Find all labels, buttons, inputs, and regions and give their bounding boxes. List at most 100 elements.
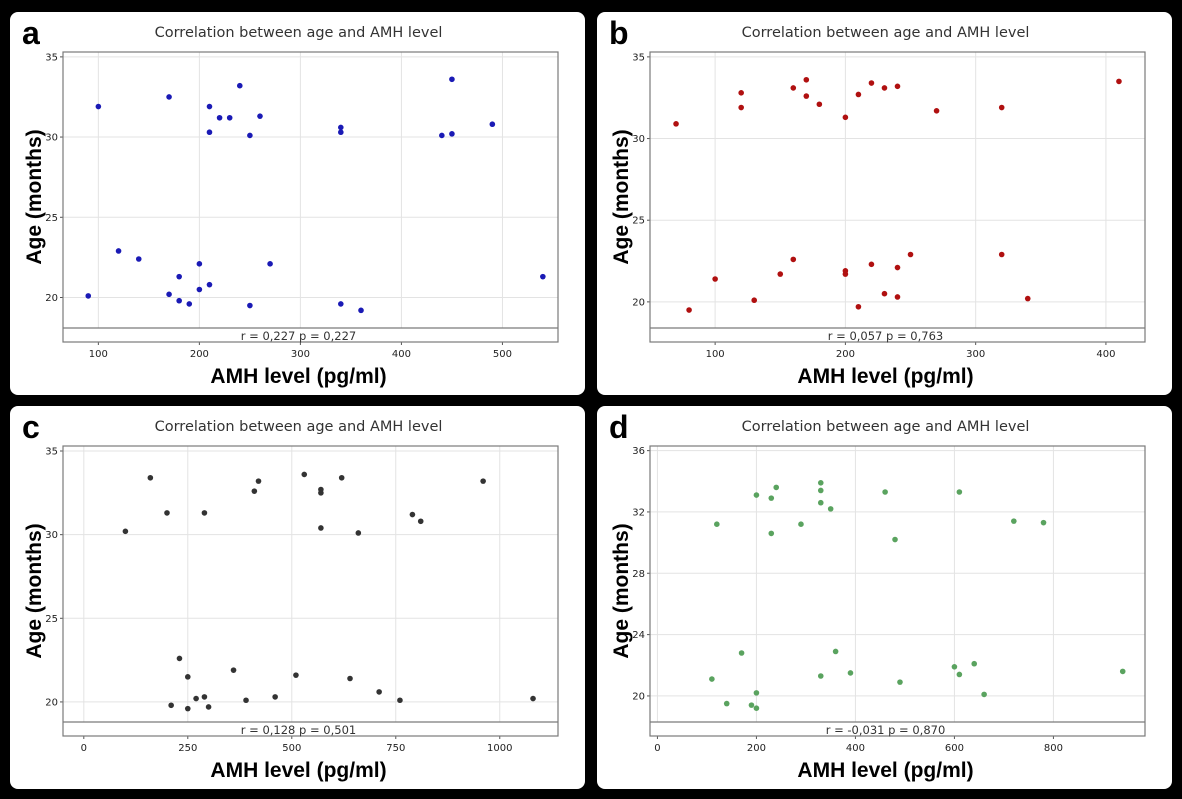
data-point	[842, 271, 849, 277]
plot-frame	[649, 51, 1146, 343]
y-tick-label: 35	[45, 447, 58, 458]
x-tick-label: 300	[966, 349, 985, 360]
y-tick-label: 35	[632, 52, 645, 63]
data-point	[247, 132, 253, 139]
data-point	[753, 690, 760, 696]
panel-letter: d	[609, 409, 629, 445]
data-point	[894, 83, 901, 90]
data-point	[738, 104, 744, 111]
x-tick-label: 500	[493, 349, 512, 360]
data-point	[1024, 295, 1031, 302]
data-point	[817, 487, 824, 494]
data-point	[272, 694, 278, 700]
plot-frame	[62, 51, 559, 343]
scatter-chart-d: d Correlation between age and AMH level 0 2…	[609, 409, 1146, 782]
data-point	[226, 114, 233, 121]
plot-frame	[649, 445, 1146, 737]
data-point	[751, 297, 758, 304]
data-point	[176, 655, 183, 662]
data-point	[338, 474, 345, 481]
data-point	[855, 303, 862, 310]
y-tick-label: 25	[632, 216, 645, 227]
x-tick-label: 750	[386, 743, 405, 754]
data-point	[196, 286, 203, 293]
data-point	[409, 511, 416, 518]
data-point	[881, 290, 888, 297]
chart-title: Correlation between age and AMH level	[742, 25, 1030, 41]
data-point	[777, 271, 784, 277]
data-point	[1116, 78, 1122, 85]
data-point	[956, 671, 963, 678]
data-point	[135, 256, 142, 262]
x-axis-label: AMH level (pg/ml)	[210, 759, 386, 782]
scatter-chart-b: b Correlation between age and AMH level 10…	[609, 15, 1146, 388]
data-point	[540, 273, 546, 280]
panel-letter: c	[22, 409, 40, 445]
data-point	[376, 689, 382, 695]
data-point	[847, 670, 854, 676]
data-point	[449, 76, 455, 83]
data-point	[714, 521, 720, 527]
x-tick-label: 400	[846, 743, 865, 754]
data-point	[897, 679, 903, 685]
y-tick-label: 24	[632, 630, 645, 641]
data-point	[201, 694, 208, 700]
data-point	[951, 664, 958, 670]
y-tick-label: 20	[632, 691, 645, 702]
data-point	[981, 691, 987, 698]
panel-c: c Correlation between age and AMH level 0 2…	[10, 406, 585, 789]
data-point	[147, 474, 154, 481]
data-point	[205, 704, 212, 710]
data-point	[247, 302, 253, 309]
data-point	[868, 261, 875, 268]
data-point	[790, 85, 797, 91]
y-tick-label: 35	[45, 52, 58, 63]
x-tick-label: 250	[178, 743, 197, 754]
data-point	[176, 297, 182, 304]
data-point	[439, 132, 445, 139]
data-point	[318, 525, 324, 531]
x-tick-label: 0	[81, 743, 87, 754]
panel-d: d Correlation between age and AMH level 0 2…	[597, 406, 1172, 789]
x-tick-label: 200	[836, 349, 855, 360]
correlation-annotation: r = -0,031 p = 0,870	[826, 723, 946, 737]
data-point	[673, 121, 679, 127]
panel-letter: a	[22, 15, 40, 51]
y-tick-label: 36	[632, 446, 645, 457]
scatter-chart-a: a Correlation between age and AMH level 10…	[22, 15, 559, 388]
y-tick-label: 20	[45, 293, 58, 304]
data-point	[933, 107, 940, 114]
data-point	[892, 536, 898, 543]
x-tick-label: 100	[706, 349, 725, 360]
data-point	[206, 103, 213, 110]
data-point	[712, 276, 718, 282]
chart-title: Correlation between age and AMH level	[155, 25, 443, 41]
data-point	[753, 705, 760, 711]
data-point	[894, 294, 901, 300]
y-axis-label: Age (months)	[610, 129, 633, 264]
x-tick-label: 800	[1044, 743, 1063, 754]
x-tick-label: 1000	[487, 743, 512, 754]
x-tick-label: 600	[945, 743, 964, 754]
data-point	[255, 478, 262, 484]
y-tick-label: 30	[45, 530, 58, 541]
data-point	[355, 530, 362, 536]
data-point	[709, 676, 715, 682]
data-point	[293, 672, 299, 678]
data-point	[832, 648, 839, 655]
data-point	[1119, 668, 1126, 675]
x-tick-label: 200	[190, 349, 209, 360]
data-point	[768, 495, 775, 501]
data-point	[236, 82, 243, 89]
data-point	[318, 490, 324, 496]
data-point	[206, 129, 213, 136]
data-point	[971, 660, 978, 667]
data-point	[230, 667, 237, 673]
panel-letter: b	[609, 15, 629, 51]
data-point	[397, 697, 403, 704]
data-point	[753, 492, 760, 498]
x-tick-label: 100	[89, 349, 108, 360]
data-point	[338, 129, 344, 136]
x-tick-label: 400	[1096, 349, 1115, 360]
data-point	[882, 489, 888, 495]
